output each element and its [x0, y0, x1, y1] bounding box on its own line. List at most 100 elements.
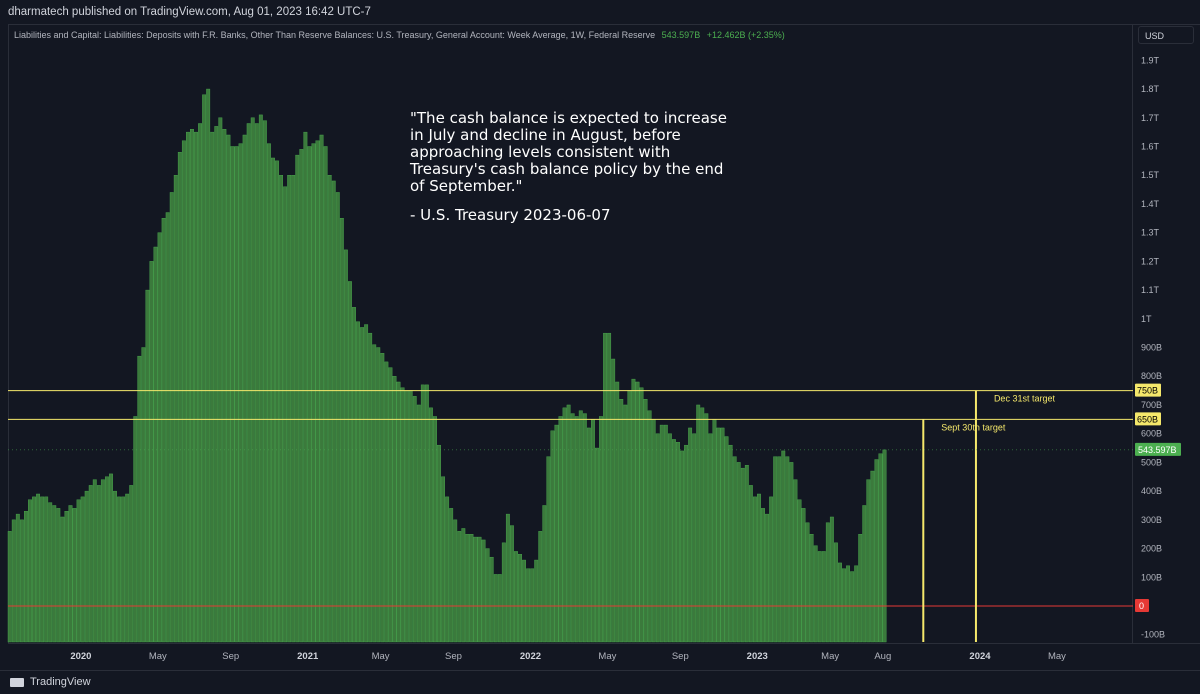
bar [15, 513, 20, 643]
bar [769, 496, 774, 643]
bar [647, 410, 652, 643]
bar [275, 160, 279, 643]
x-axis-ticks: 2020 May Sep 2021 May Sep 2022 May Sep 2023 May Aug… [70, 651, 1066, 662]
axis-value-labels: 750B 650B 0 Sept 30th target Dec 31st target… [941, 383, 1181, 612]
currency-selector[interactable]: USD [1138, 26, 1194, 44]
y-tick-label: 1.1T [1141, 285, 1160, 295]
bar [473, 536, 478, 643]
bar [323, 146, 328, 643]
bar [113, 490, 117, 643]
bar [299, 149, 304, 643]
bar [793, 479, 798, 643]
x-tick-label: May [149, 651, 167, 662]
bar [789, 462, 794, 643]
tradingview-brand: TradingView [30, 676, 91, 688]
bar [651, 419, 656, 643]
bar [485, 548, 490, 643]
bar [449, 508, 454, 643]
y-tick-label: 800B [1141, 371, 1162, 381]
y-tick-label: 100B [1141, 572, 1162, 582]
bar [453, 519, 458, 643]
bar [801, 508, 806, 643]
tradingview-logo[interactable]: TradingView [10, 676, 91, 688]
y-tick-label: -100B [1141, 630, 1165, 640]
bar [825, 522, 830, 643]
bar [36, 493, 40, 643]
bar [254, 123, 259, 643]
bar [360, 327, 365, 643]
bar [846, 565, 850, 643]
bar [878, 453, 883, 643]
bar [181, 140, 186, 643]
bar [643, 399, 648, 643]
bar [882, 449, 887, 643]
bar [283, 186, 288, 643]
bar [194, 131, 198, 643]
bar [688, 427, 693, 643]
bar [44, 496, 49, 643]
bar [24, 511, 28, 643]
x-tick-label: May [1048, 651, 1066, 662]
y-tick-label: 1.8T [1141, 84, 1160, 94]
bar [862, 505, 867, 643]
bar [607, 332, 612, 643]
bar [874, 459, 879, 643]
bar [724, 436, 729, 643]
x-tick-label: Sep [672, 651, 689, 662]
x-tick-label: May [821, 651, 839, 662]
bar [526, 568, 531, 643]
bar [635, 381, 640, 643]
bar [380, 353, 385, 643]
y-tick-label: 600B [1141, 429, 1162, 439]
bar [817, 551, 822, 643]
bar [372, 344, 377, 643]
bar [429, 407, 433, 643]
bar [28, 499, 32, 643]
bar [489, 556, 494, 643]
bar [384, 361, 389, 643]
bar [765, 513, 769, 643]
bar [198, 123, 203, 643]
price-axis[interactable] [1133, 24, 1200, 644]
bar [505, 513, 510, 643]
bar [271, 157, 275, 643]
bar [850, 571, 855, 643]
annotation-quote: "The cash balance is expected to increas… [410, 109, 727, 195]
bar [19, 519, 24, 643]
target-value-label: 650B [1137, 414, 1158, 424]
bar [267, 143, 271, 643]
bar [400, 387, 405, 643]
bar [392, 376, 397, 643]
series-legend[interactable]: Liabilities and Capital: Liabilities: De… [14, 30, 785, 40]
bar [753, 496, 757, 643]
bar [530, 568, 535, 643]
bar [477, 536, 482, 643]
y-tick-label: 1.2T [1141, 256, 1160, 266]
bar [834, 542, 838, 643]
bar [676, 442, 680, 643]
y-tick-label: 1.6T [1141, 141, 1160, 151]
bar [242, 134, 247, 643]
bar [582, 413, 587, 643]
bar [303, 131, 308, 643]
bar [177, 152, 182, 643]
zero-badge [1135, 599, 1149, 612]
bar [732, 456, 737, 643]
bar [433, 416, 437, 643]
x-tick-label: May [598, 651, 616, 662]
bar [339, 218, 344, 643]
bar [416, 404, 421, 643]
bar [40, 496, 45, 643]
bar [206, 88, 211, 643]
bar [173, 174, 178, 643]
bar [797, 499, 802, 643]
bar [829, 516, 834, 643]
bar [32, 496, 36, 643]
bar [161, 218, 166, 643]
bar [11, 519, 16, 643]
y-tick-label: 300B [1141, 515, 1162, 525]
bar [190, 129, 194, 643]
bar [84, 490, 89, 643]
bar [335, 192, 340, 643]
bar [809, 534, 814, 643]
